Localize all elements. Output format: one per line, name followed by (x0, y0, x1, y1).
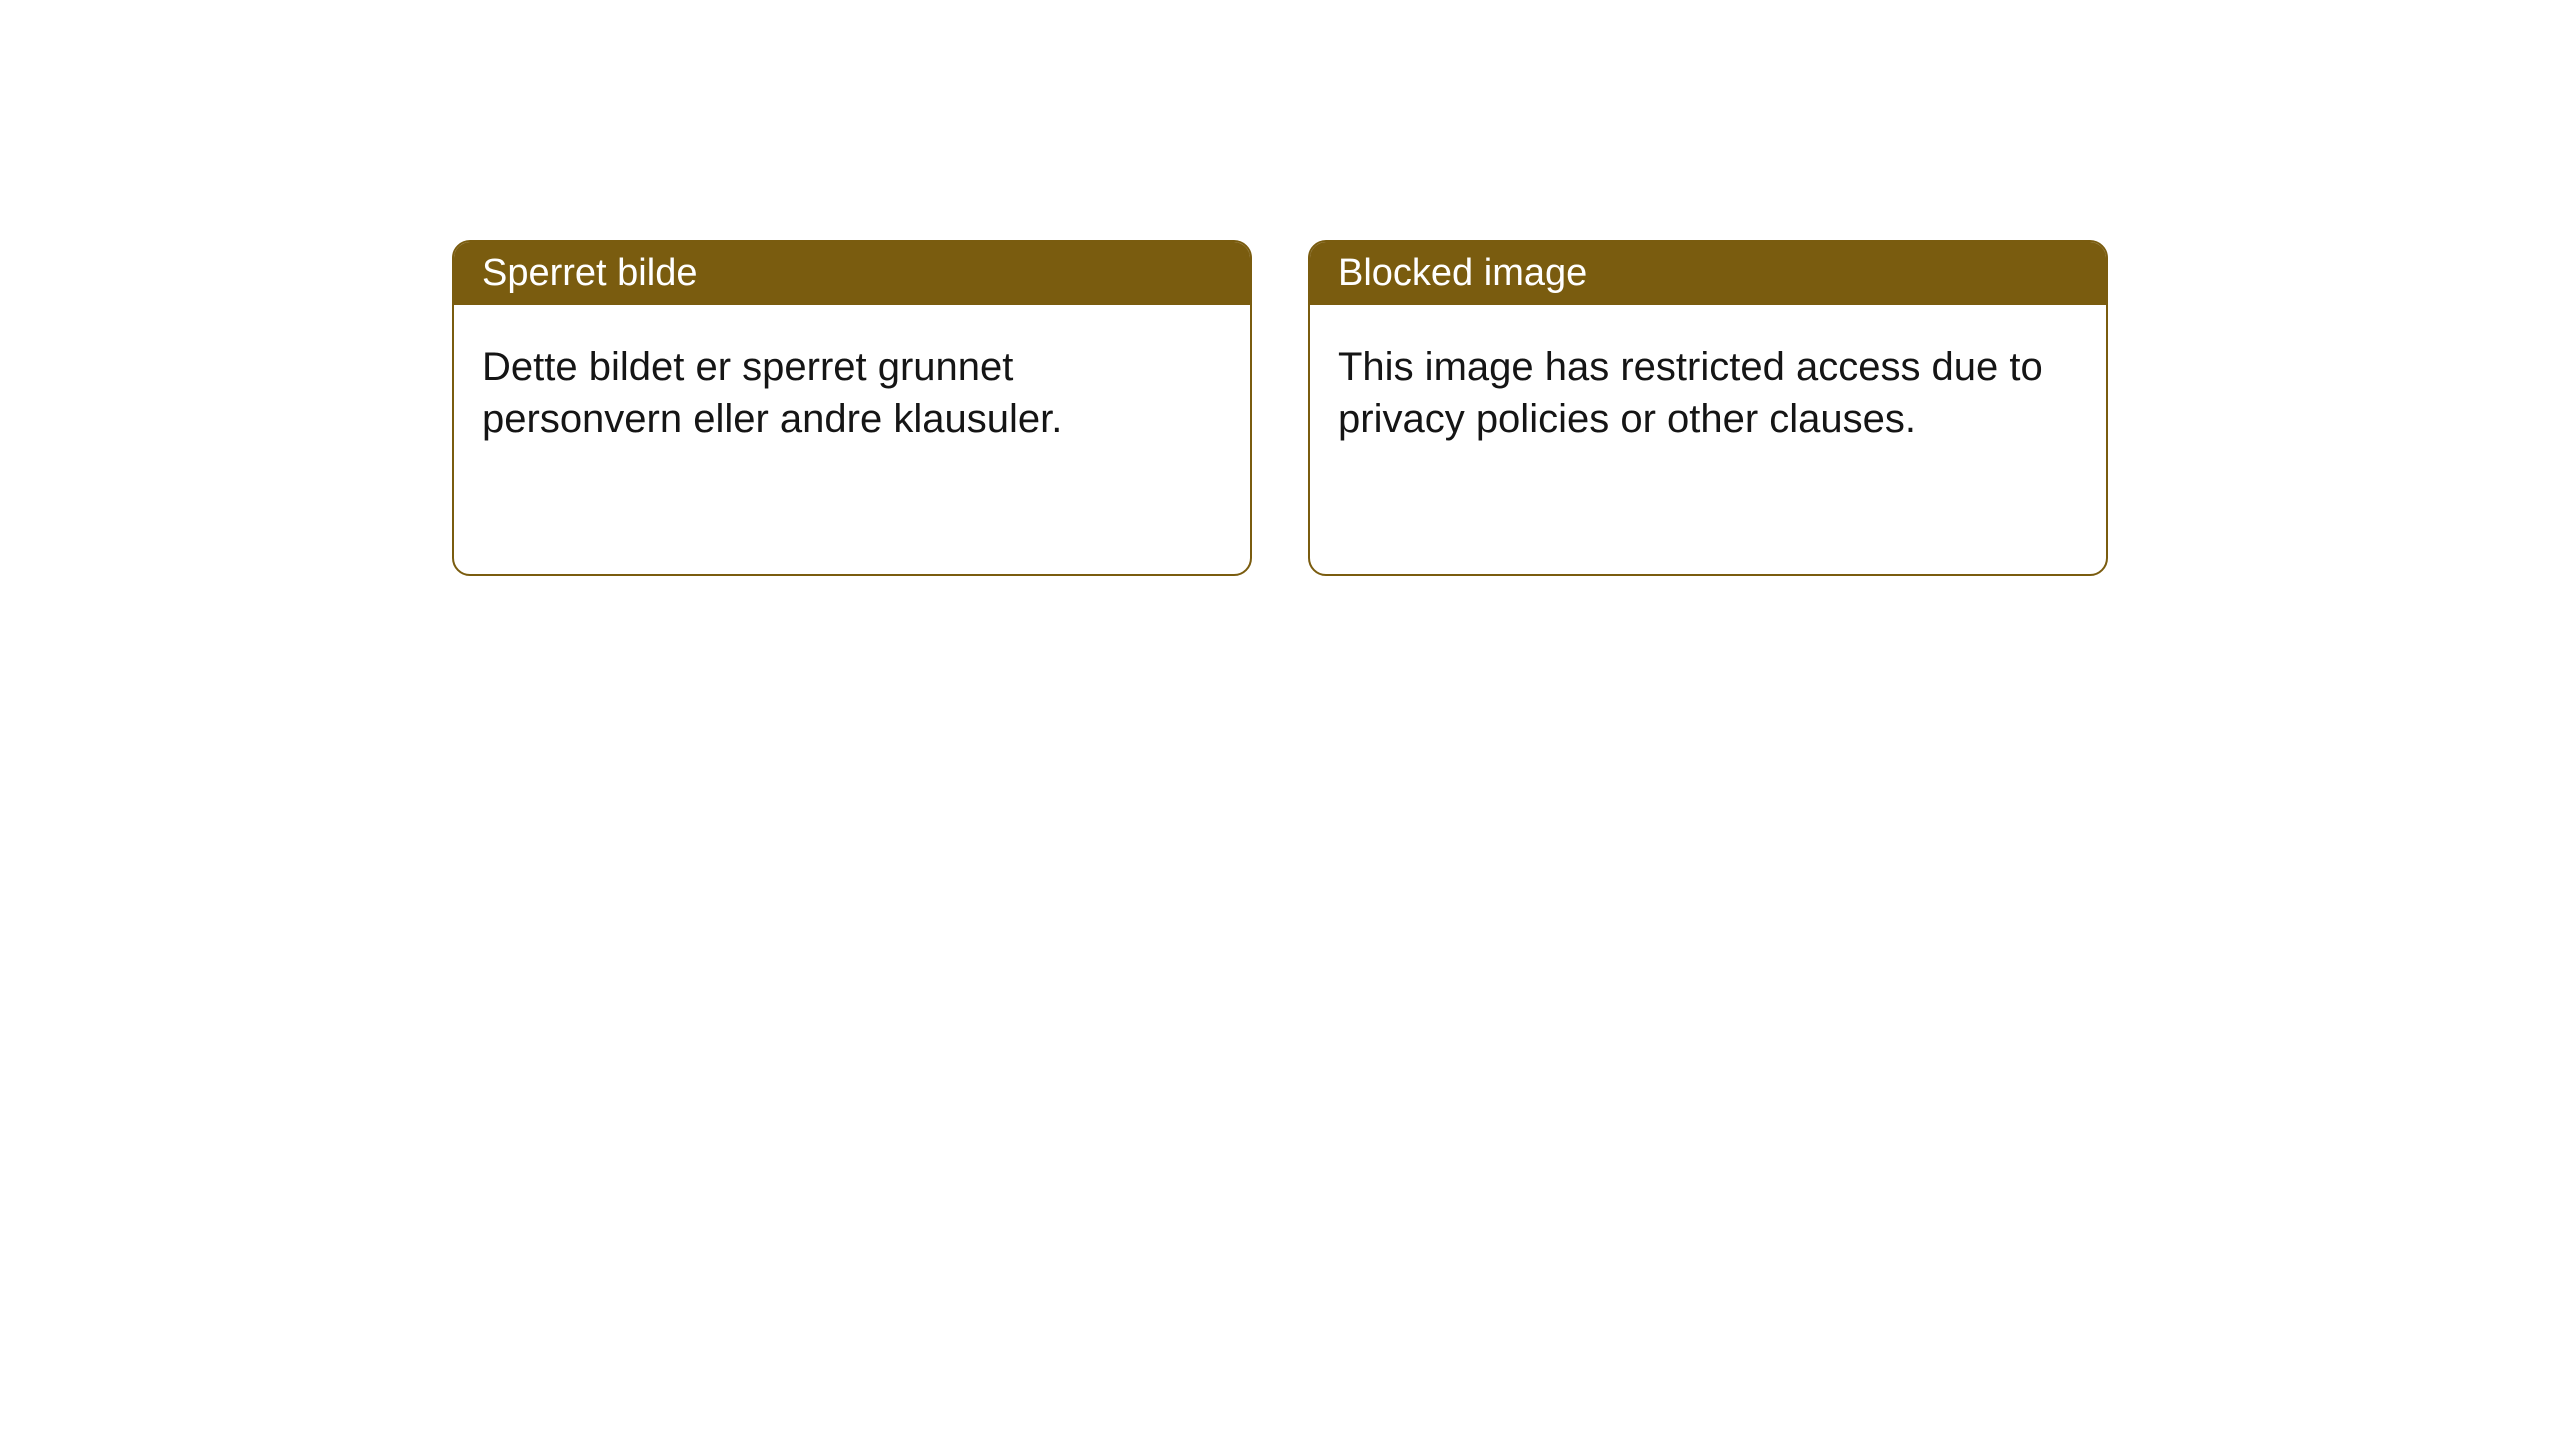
card-message: This image has restricted access due to … (1338, 345, 2043, 441)
card-body: This image has restricted access due to … (1310, 305, 2106, 481)
card-message: Dette bildet er sperret grunnet personve… (482, 345, 1062, 441)
blocked-image-card-en: Blocked image This image has restricted … (1308, 240, 2108, 576)
blocked-image-card-no: Sperret bilde Dette bildet er sperret gr… (452, 240, 1252, 576)
card-header: Blocked image (1310, 242, 2106, 305)
card-body: Dette bildet er sperret grunnet personve… (454, 305, 1250, 481)
card-header: Sperret bilde (454, 242, 1250, 305)
card-title: Blocked image (1338, 252, 1587, 294)
card-title: Sperret bilde (482, 252, 697, 294)
notice-container: Sperret bilde Dette bildet er sperret gr… (0, 0, 2560, 576)
